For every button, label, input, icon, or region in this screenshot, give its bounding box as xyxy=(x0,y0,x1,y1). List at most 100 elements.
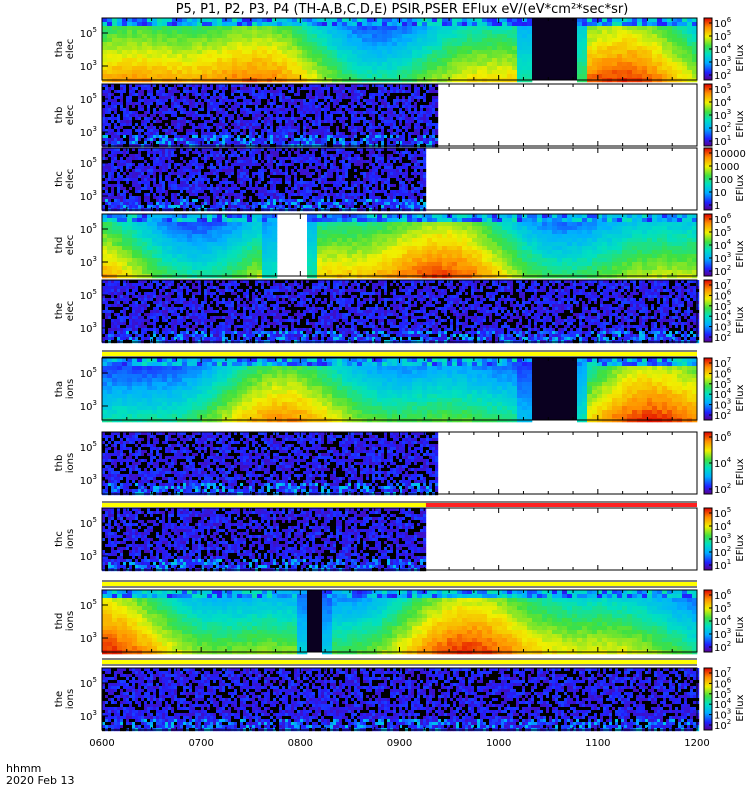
probe-label: thd xyxy=(54,237,65,254)
colorbar-tick-label: 102 xyxy=(714,264,731,278)
colorbar-tick-label: 105 xyxy=(714,82,731,96)
species-label: ions xyxy=(65,611,76,631)
spectrogram-cells xyxy=(102,280,699,343)
x-tick-label: 1000 xyxy=(486,738,511,749)
y-tick-label: 103 xyxy=(80,549,97,563)
colorbar-tick-label: 102 xyxy=(714,482,731,496)
species-label: elec xyxy=(65,105,76,126)
y-tick-label: 105 xyxy=(80,156,97,170)
colorbar-tick-label: 103 xyxy=(714,251,731,265)
figure-title: P5, P1, P2, P3, P4 (TH-A,B,C,D,E) PSIR,P… xyxy=(176,2,629,17)
colorbar-tick-label: 103 xyxy=(714,532,731,546)
spectrogram-panel: 105 103 thb ions 106 104 102 EFlux xyxy=(54,430,746,508)
x-tick-label: 1100 xyxy=(585,738,610,749)
colorbar-label: EFlux xyxy=(735,458,746,485)
spectrogram-cells xyxy=(102,148,426,211)
spectrogram-cells xyxy=(102,508,426,571)
y-tick-label: 105 xyxy=(80,440,97,454)
probe-label: tha xyxy=(54,381,65,397)
colorbar-tick-label: 104 xyxy=(714,614,732,628)
species-label: ions xyxy=(65,689,76,709)
colorbar-tick-label: 106 xyxy=(714,212,732,226)
colorbar-label: EFlux xyxy=(735,616,746,643)
colorbar-tick-label: 103 xyxy=(714,55,731,69)
footer-date-label: 2020 Feb 13 xyxy=(6,774,74,787)
species-label: elec xyxy=(65,235,76,256)
colorbar xyxy=(704,668,712,730)
species-label: elec xyxy=(65,39,76,60)
colorbar-label: EFlux xyxy=(735,306,746,333)
spectrogram-cells xyxy=(102,590,697,654)
y-tick-label: 103 xyxy=(80,399,97,413)
colorbar-tick-label: 1 xyxy=(714,201,720,212)
colorbar-label: EFlux xyxy=(735,534,746,561)
colorbar-tick-label: 106 xyxy=(714,430,732,444)
y-tick-label: 105 xyxy=(80,676,97,690)
colorbar-tick-label: 102 xyxy=(714,545,731,559)
status-strip xyxy=(102,352,697,356)
colorbar-tick-label: 102 xyxy=(714,121,731,135)
colorbar xyxy=(704,280,712,342)
colorbar-tick-label: 105 xyxy=(714,601,731,615)
colorbar-tick-label: 104 xyxy=(714,456,732,470)
y-tick-label: 105 xyxy=(80,598,97,612)
colorbar-tick-label: 104 xyxy=(714,519,732,533)
probe-label: thc xyxy=(54,171,65,187)
colorbar-label: EFlux xyxy=(735,110,746,137)
y-tick-label: 103 xyxy=(80,709,97,723)
colorbar-tick-label: 102 xyxy=(714,408,731,422)
y-tick-label: 105 xyxy=(80,222,97,236)
colorbar-tick-label: 1000 xyxy=(714,162,739,173)
x-tick-label: 0700 xyxy=(188,738,213,749)
probe-label: thb xyxy=(54,455,65,472)
species-label: elec xyxy=(65,301,76,322)
colorbar-tick-label: 104 xyxy=(714,95,732,109)
y-tick-label: 103 xyxy=(80,473,97,487)
x-tick-label: 0800 xyxy=(288,738,313,749)
colorbar-tick-label: 105 xyxy=(714,29,731,43)
y-tick-label: 105 xyxy=(80,26,97,40)
colorbar-tick-label: 104 xyxy=(714,42,732,56)
colorbar-tick-label: 102 xyxy=(714,330,731,344)
colorbar-tick-label: 102 xyxy=(714,718,731,732)
y-tick-label: 103 xyxy=(80,255,97,269)
y-tick-label: 105 xyxy=(80,516,97,530)
species-label: elec xyxy=(65,169,76,190)
colorbar-tick-label: 103 xyxy=(714,108,731,122)
species-label: ions xyxy=(65,379,76,399)
probe-label: tha xyxy=(54,41,65,57)
probe-label: the xyxy=(54,691,65,707)
spectrogram-cells xyxy=(102,432,438,495)
colorbar-label: EFlux xyxy=(735,240,746,267)
y-tick-label: 103 xyxy=(80,125,97,139)
y-tick-label: 103 xyxy=(80,189,97,203)
colorbar-tick-label: 106 xyxy=(714,588,732,602)
status-strip xyxy=(102,660,697,664)
colorbar-tick-label: 101 xyxy=(714,134,731,148)
spectrogram-cells xyxy=(102,358,697,422)
y-tick-label: 105 xyxy=(80,92,97,106)
status-strip xyxy=(102,582,697,586)
x-tick-label: 0900 xyxy=(387,738,412,749)
colorbar-tick-label: 100 xyxy=(714,175,733,186)
spectrogram-cells xyxy=(102,18,697,82)
species-label: ions xyxy=(65,453,76,473)
y-tick-label: 103 xyxy=(80,59,97,73)
colorbar-tick-label: 101 xyxy=(714,558,731,572)
y-tick-label: 103 xyxy=(80,321,97,335)
colorbar-label: EFlux xyxy=(735,384,746,411)
y-tick-label: 105 xyxy=(80,366,97,380)
y-tick-label: 105 xyxy=(80,288,97,302)
spectrogram-cells xyxy=(102,668,699,731)
probe-label: thb xyxy=(54,107,65,124)
colorbar-tick-label: 10 xyxy=(714,188,727,199)
colorbar-tick-label: 105 xyxy=(714,506,731,520)
colorbar xyxy=(704,358,712,420)
status-strip-flag xyxy=(426,503,697,507)
y-tick-label: 103 xyxy=(80,631,97,645)
